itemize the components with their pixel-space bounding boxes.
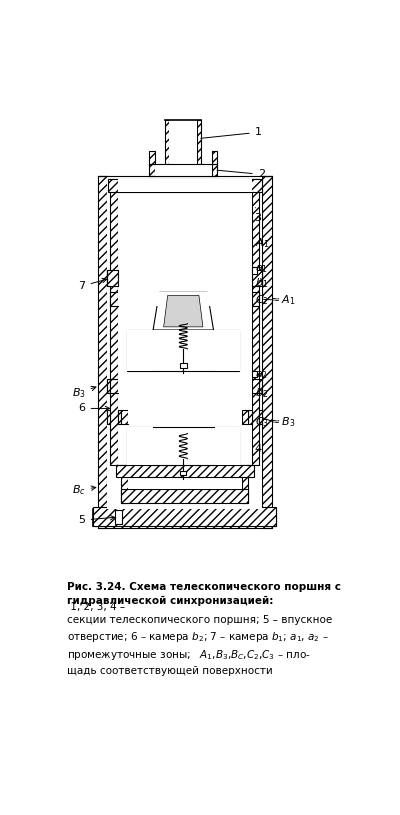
Bar [126, 427, 240, 465]
Bar [121, 489, 248, 503]
Text: 1, 2, 3, 4 –
секции телескопического поршня; 5 – впускное
отверстие; 6 – камера : 1, 2, 3, 4 – секции телескопического пор… [67, 601, 332, 676]
Bar [248, 410, 252, 424]
Text: 3: 3 [255, 208, 262, 223]
Bar [98, 509, 272, 527]
Bar [214, 427, 240, 465]
Bar [252, 267, 257, 274]
Bar [107, 271, 118, 286]
Text: Рис. 3.24. Схема телескопического поршня с
гидравлической синхронизацией:: Рис. 3.24. Схема телескопического поршня… [67, 582, 341, 606]
Bar [166, 120, 169, 164]
Text: $a_1$: $a_1$ [255, 263, 268, 275]
Bar [118, 293, 252, 306]
Text: $C_3 \approx B_3$: $C_3 \approx B_3$ [255, 416, 295, 430]
Bar [198, 120, 201, 164]
Bar [108, 179, 262, 192]
Text: $B_c$: $B_c$ [72, 483, 96, 497]
Bar [107, 410, 110, 424]
Bar [110, 179, 118, 465]
Bar [212, 151, 218, 176]
Bar [259, 379, 262, 393]
Polygon shape [153, 293, 214, 330]
Bar [118, 271, 252, 286]
Bar [155, 164, 212, 176]
Bar [262, 176, 272, 527]
Bar [252, 293, 259, 306]
Text: 1: 1 [201, 127, 262, 139]
Bar [118, 179, 252, 465]
Bar [128, 465, 242, 489]
Text: 6: 6 [79, 403, 110, 413]
Bar [180, 470, 186, 475]
Text: 4: 4 [255, 444, 262, 454]
Bar [252, 371, 257, 377]
Bar [214, 330, 240, 371]
Bar [128, 410, 242, 424]
Bar [118, 379, 252, 393]
Bar [116, 465, 254, 478]
Bar [121, 410, 128, 424]
Bar [242, 465, 248, 503]
Text: $A_1$: $A_1$ [255, 236, 269, 250]
Text: 7: 7 [78, 278, 107, 291]
Bar [127, 330, 153, 371]
Bar [252, 271, 262, 286]
Bar [107, 176, 262, 509]
Bar [121, 465, 128, 503]
Bar [242, 410, 248, 424]
Bar [110, 379, 118, 393]
Bar [180, 363, 187, 368]
Text: $a_2$: $a_2$ [255, 369, 268, 381]
Bar [126, 330, 240, 371]
Bar [94, 509, 276, 526]
Text: $B_3$: $B_3$ [72, 385, 96, 399]
Text: $C_2 \approx A_1$: $C_2 \approx A_1$ [255, 293, 295, 306]
Bar [94, 509, 104, 526]
Bar [115, 510, 122, 524]
Text: $b_2$: $b_2$ [255, 385, 268, 399]
Bar [266, 509, 276, 526]
Bar [94, 507, 276, 526]
Bar [118, 179, 252, 192]
Polygon shape [164, 296, 203, 327]
Bar [98, 176, 107, 527]
Text: 2: 2 [217, 170, 265, 179]
Bar [252, 379, 259, 393]
Bar [127, 427, 153, 465]
Text: 5: 5 [79, 515, 115, 525]
Bar [252, 179, 259, 465]
Bar [259, 410, 262, 424]
Bar [169, 120, 198, 164]
Bar [118, 410, 121, 424]
Bar [149, 151, 155, 176]
Text: $b_1$: $b_1$ [255, 276, 268, 290]
Bar [107, 379, 110, 393]
Bar [110, 293, 118, 306]
